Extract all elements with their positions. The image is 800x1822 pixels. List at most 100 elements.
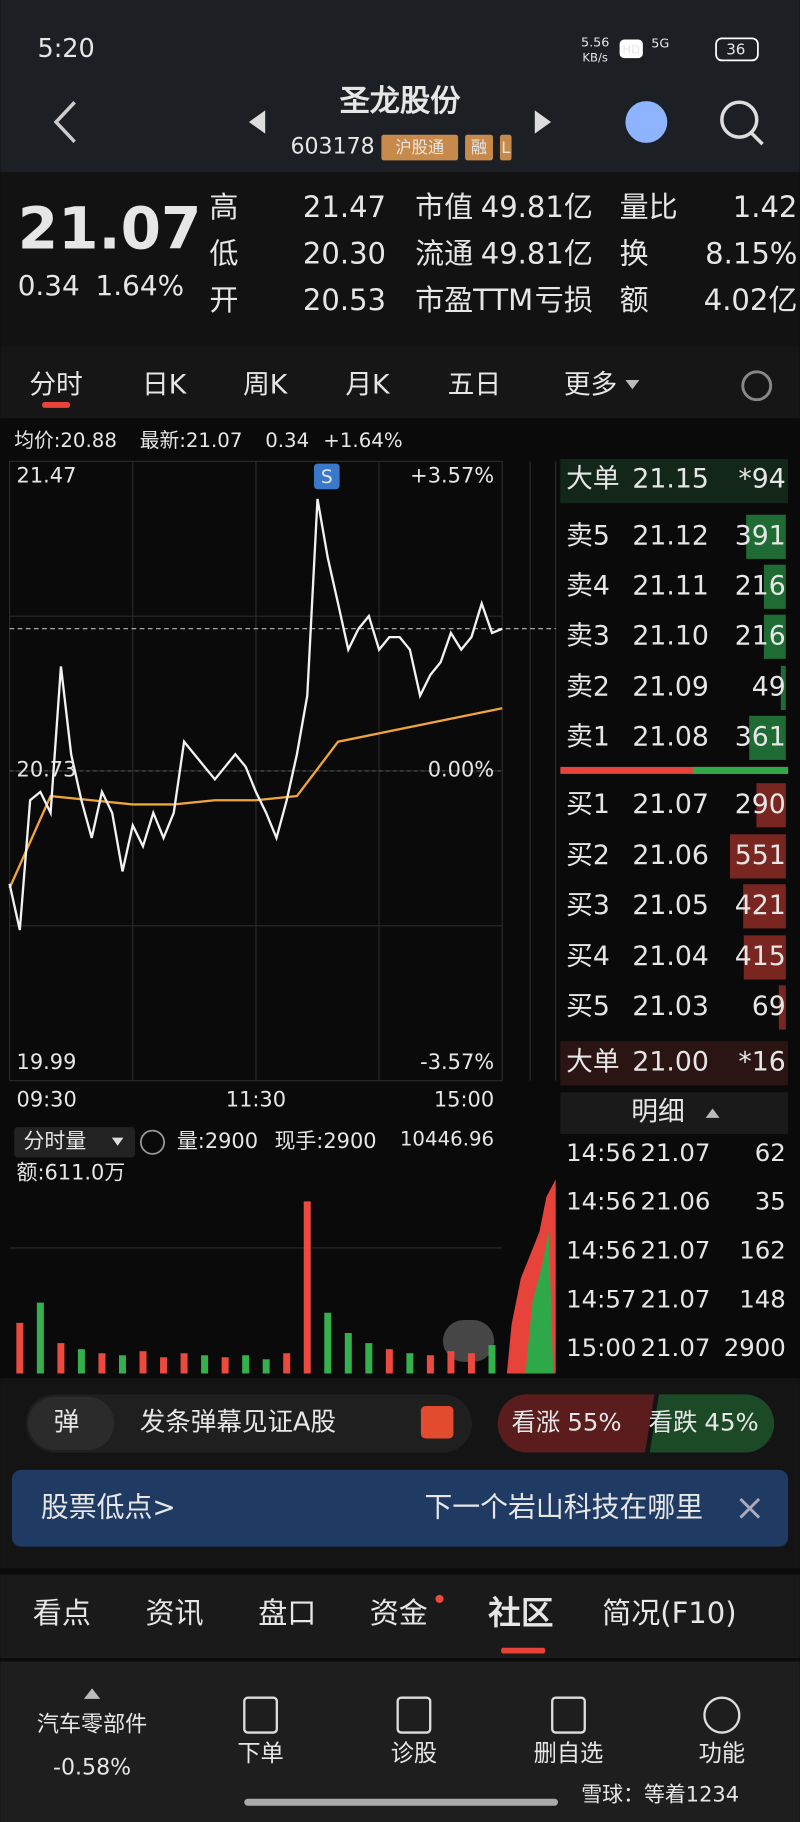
trades-title: 明细: [631, 1097, 684, 1128]
book-label: 大单: [566, 1047, 619, 1078]
section-tab[interactable]: 资讯: [146, 1596, 204, 1630]
book-qty: 361: [735, 721, 786, 752]
section-dot: [435, 1594, 444, 1603]
book-label: 买3: [566, 890, 610, 921]
sector-name: 汽车零部件: [37, 1713, 147, 1738]
search-icon[interactable]: [720, 100, 759, 139]
volume-bar: [180, 1353, 188, 1374]
book-qty: 216: [735, 570, 786, 601]
fullscreen-button[interactable]: [442, 1320, 495, 1362]
big-sell-bg: [560, 458, 789, 504]
search-handle: [749, 131, 764, 146]
book-price: 21.03: [632, 991, 709, 1022]
net-speed: 5.56: [581, 35, 609, 50]
volume-bar: [262, 1359, 270, 1374]
barrage-input[interactable]: [25, 1394, 473, 1453]
action-icon: [243, 1696, 278, 1734]
book-label: 卖3: [566, 620, 610, 651]
book-price: 21.11: [632, 570, 709, 601]
section-tab[interactable]: 简况(F10): [602, 1596, 736, 1630]
tab[interactable]: 五日: [448, 369, 501, 400]
section-tab[interactable]: 社区: [488, 1594, 553, 1632]
change: 0.34: [18, 269, 80, 302]
banner-bg[interactable]: [11, 1469, 789, 1547]
tab[interactable]: 周K: [243, 369, 289, 400]
stock-code: 603178: [290, 135, 374, 160]
tab[interactable]: 月K: [345, 369, 391, 400]
trade-time: 14:57: [566, 1284, 636, 1313]
back-button[interactable]: [53, 101, 76, 143]
section-tab[interactable]: 看点: [33, 1596, 91, 1630]
sector-change: -0.58%: [53, 1756, 131, 1781]
book-qty-bar: [743, 935, 786, 980]
section-underline: [501, 1647, 546, 1654]
tabs-bg: [0, 346, 800, 419]
price-axis-label: 21.47: [17, 463, 77, 487]
book-label: 买5: [566, 991, 610, 1022]
barrage-icon-bg: [28, 1396, 115, 1451]
trade-qty: 2900: [724, 1333, 786, 1362]
volume-bar: [447, 1351, 455, 1374]
action-label[interactable]: 下单: [237, 1740, 283, 1767]
book-qty-bar: [763, 564, 786, 609]
book-qty: 69: [752, 991, 786, 1022]
price-line: [8, 498, 503, 931]
book-label: 大单: [566, 463, 619, 494]
trade-time: 14:56: [566, 1187, 636, 1216]
bull-bar[interactable]: [497, 1394, 655, 1453]
summary-pct: +1.64%: [323, 429, 402, 452]
volume-bar: [201, 1355, 209, 1374]
trade-price: 21.07: [641, 1284, 711, 1313]
avg-price-line: [8, 707, 503, 889]
change-pct: 1.64%: [96, 269, 185, 302]
price-axis-label: 20.73: [17, 757, 77, 781]
robot-icon[interactable]: [625, 101, 668, 143]
volume-bar: [139, 1351, 147, 1374]
tab[interactable]: 更多: [564, 369, 617, 400]
book-label: 买1: [566, 789, 610, 820]
book-price: 21.08: [632, 721, 709, 752]
volume-bar: [57, 1343, 65, 1374]
marker-bg: [314, 463, 340, 490]
stat-value: 4.02亿: [704, 283, 798, 317]
volume-bar: [98, 1353, 106, 1374]
volume-arrow: [111, 1137, 124, 1146]
book-qty-bar: [749, 715, 786, 760]
book-price: 21.04: [632, 941, 709, 972]
stat-label: 流通: [415, 237, 473, 271]
bear-bar[interactable]: [649, 1394, 775, 1453]
gift-icon[interactable]: [420, 1406, 454, 1439]
pct-axis-label: +3.57%: [410, 463, 494, 487]
action-label[interactable]: 删自选: [534, 1740, 604, 1767]
trade-qty: 62: [755, 1138, 786, 1167]
volume-bar: [365, 1343, 373, 1374]
book-qty: 551: [735, 840, 786, 871]
trades-arrow: [705, 1108, 720, 1118]
section-bg: [0, 1574, 800, 1659]
tab-underline: [42, 402, 70, 408]
volume-bar: [118, 1355, 126, 1374]
banner-close[interactable]: [739, 1497, 761, 1519]
section-tab[interactable]: 盘口: [258, 1596, 316, 1630]
action-label[interactable]: 功能: [699, 1740, 745, 1767]
volume-bar: [324, 1312, 332, 1374]
settings-icon[interactable]: [741, 370, 773, 402]
trades-header-bg: [560, 1092, 789, 1135]
stat-value: 21.47: [303, 190, 386, 224]
tab[interactable]: 分时: [29, 369, 82, 400]
stat-label: 换: [620, 237, 649, 271]
quote-bg: [0, 171, 800, 347]
latest-price: 最新:21.07: [140, 429, 243, 452]
trade-price: 21.07: [641, 1235, 711, 1264]
section-tab[interactable]: 资金: [370, 1596, 428, 1630]
action-label[interactable]: 诊股: [391, 1740, 437, 1767]
stat-label: 量比: [620, 190, 678, 224]
help-icon: [140, 1129, 165, 1155]
tab[interactable]: 日K: [142, 369, 188, 400]
volume-now: 量:2900: [177, 1129, 258, 1153]
chart-bg: [0, 418, 800, 1379]
hand-now: 现手:2900: [275, 1129, 377, 1153]
big-buy-bg: [560, 1041, 789, 1086]
volume-bar: [467, 1353, 475, 1374]
